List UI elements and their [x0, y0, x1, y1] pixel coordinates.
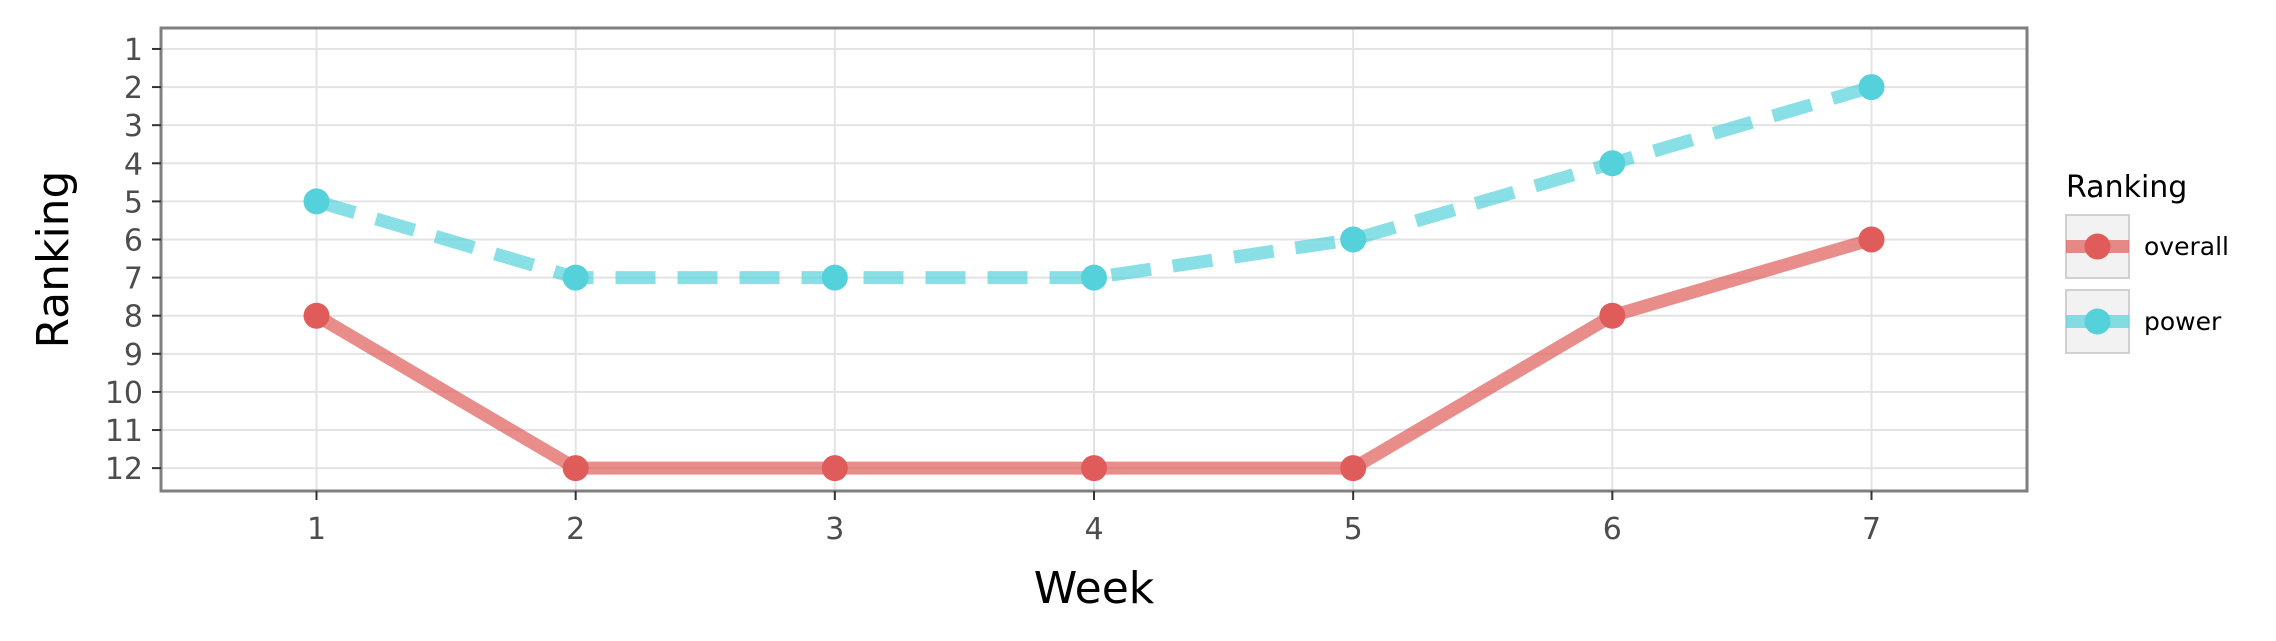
- legend-label-power: power: [2144, 307, 2222, 336]
- x-tick-label: 6: [1603, 512, 1622, 547]
- data-point-overall: [1858, 226, 1885, 253]
- y-tick-label: 10: [105, 376, 143, 411]
- data-point-power: [303, 188, 330, 215]
- series-layer: [303, 74, 1885, 482]
- y-tick-label: 12: [105, 452, 143, 487]
- y-tick-label: 7: [124, 262, 143, 297]
- x-tick-label: 3: [825, 512, 844, 547]
- data-point-power: [1858, 74, 1885, 101]
- data-point-overall: [1081, 455, 1107, 482]
- data-point-power: [1340, 226, 1367, 253]
- data-point-overall: [1599, 302, 1626, 329]
- y-tick-label: 8: [124, 300, 143, 335]
- y-tick-label: 9: [124, 338, 143, 373]
- y-tick-label: 1: [124, 33, 143, 68]
- y-tick-label: 3: [124, 109, 143, 144]
- y-tick-label: 2: [124, 71, 143, 106]
- x-tick-label: 4: [1084, 512, 1103, 547]
- data-point-power: [1081, 264, 1107, 291]
- y-tick-label: 4: [124, 147, 143, 182]
- grid-layer: [161, 28, 2027, 491]
- legend-swatch-point: [2084, 308, 2111, 335]
- x-tick-label: 1: [307, 512, 326, 547]
- data-point-power: [562, 264, 589, 291]
- x-tick-label: 5: [1344, 512, 1363, 547]
- x-axis-title: Week: [1034, 563, 1155, 614]
- x-tick-label: 2: [566, 512, 585, 547]
- data-point-power: [1599, 150, 1626, 177]
- legend-label-overall: overall: [2144, 232, 2229, 261]
- x-tick-label: 7: [1862, 512, 1881, 547]
- y-tick-label: 6: [124, 223, 143, 258]
- data-point-overall: [1340, 455, 1367, 482]
- data-point-overall: [562, 455, 589, 482]
- y-tick-label: 5: [124, 185, 143, 220]
- data-point-overall: [821, 455, 848, 482]
- data-point-power: [821, 264, 848, 291]
- legend: Ranking overall power: [2065, 170, 2229, 354]
- legend-title: Ranking: [2066, 170, 2187, 205]
- y-axis-title: Ranking: [28, 171, 79, 349]
- y-tick-label: 11: [105, 414, 143, 449]
- data-point-overall: [303, 302, 330, 329]
- legend-swatch-point: [2084, 233, 2111, 260]
